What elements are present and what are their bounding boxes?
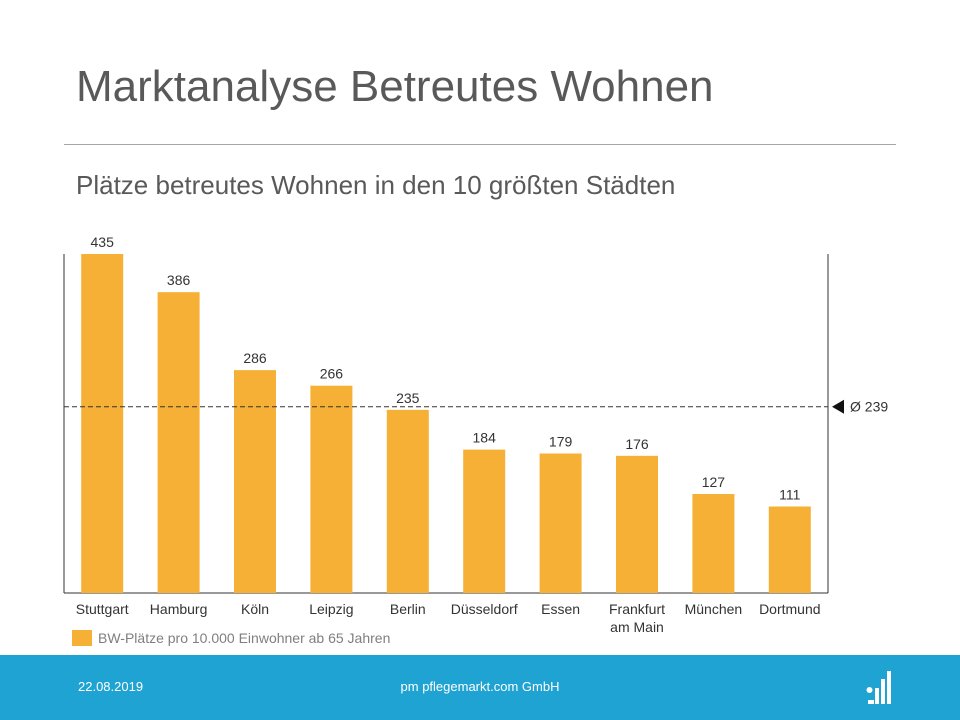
average-marker [832,399,844,414]
category-label: Leipzig [309,601,353,617]
page-title: Marktanalyse Betreutes Wohnen [76,62,714,111]
data-label: 286 [243,350,267,366]
category-label: Dortmund [759,601,820,617]
legend-label: BW-Plätze pro 10.000 Einwohner ab 65 Jah… [98,630,391,646]
bar [768,506,811,593]
bar [386,409,429,593]
data-label: 111 [779,486,800,502]
category-label: Essen [541,601,580,617]
data-label: 184 [473,430,497,446]
bar [463,449,506,593]
bar [539,453,582,593]
bar [81,254,124,593]
pflegemarkt-logo-icon [866,671,891,704]
category-label: Köln [241,601,269,617]
data-label: 179 [549,434,573,450]
data-label: 435 [91,234,115,250]
data-label: 127 [702,474,726,490]
data-label: 386 [167,272,191,288]
footer-company: pm pflegemarkt.com GmbH [400,679,560,694]
bar [310,385,353,593]
footer-bar: 22.08.2019 pm pflegemarkt.com GmbH [0,655,960,720]
bar [157,292,200,593]
chart-legend: BW-Plätze pro 10.000 Einwohner ab 65 Jah… [72,630,390,646]
chart-subtitle: Plätze betreutes Wohnen in den 10 größte… [76,170,676,200]
bar [616,455,658,593]
legend-swatch [72,630,92,646]
footer-date: 22.08.2019 [78,679,144,694]
category-label: Berlin [390,601,426,617]
category-label: Frankfurt am Main [609,601,665,635]
data-label: 266 [320,366,344,382]
category-label: Hamburg [150,601,208,617]
category-label: Düsseldorf [451,601,518,617]
bar [234,370,276,593]
data-label: 235 [396,390,420,406]
average-label: Ø 239 [850,399,888,415]
category-label: Stuttgart [76,601,129,617]
bar [692,494,735,593]
category-label: München [685,601,743,617]
data-label: 176 [625,436,649,452]
title-divider [64,144,896,145]
